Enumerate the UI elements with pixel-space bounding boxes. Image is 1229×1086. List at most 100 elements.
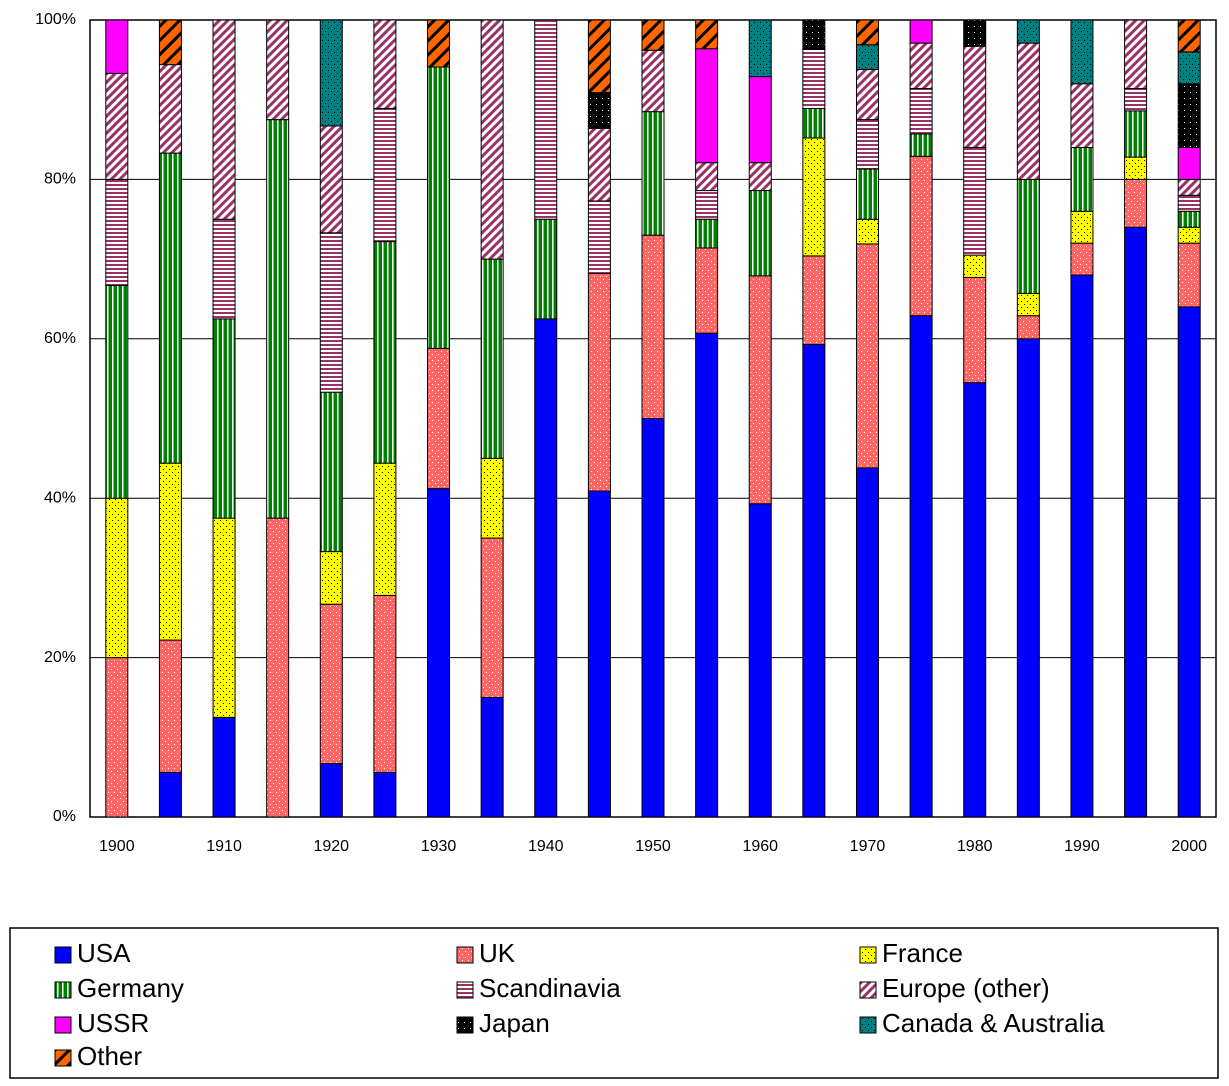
x-tick-label: 1950 bbox=[635, 838, 671, 855]
bar-segment bbox=[641, 49, 665, 113]
legend-swatch bbox=[54, 946, 72, 964]
bar-segment bbox=[641, 418, 665, 818]
bar-segment bbox=[105, 19, 129, 74]
bar-segment bbox=[695, 48, 719, 164]
bar-segment bbox=[963, 382, 987, 818]
bar-segment bbox=[1177, 210, 1201, 228]
x-tick-label: 1980 bbox=[957, 838, 993, 855]
legend-label: Europe (other) bbox=[882, 973, 1050, 1003]
bar-segment bbox=[695, 190, 719, 220]
bar-segment bbox=[802, 48, 826, 109]
x-tick-label: 1970 bbox=[850, 838, 886, 855]
bar-segment bbox=[105, 657, 129, 818]
bar-segment bbox=[587, 92, 611, 129]
bar-segment bbox=[963, 147, 987, 256]
bar-segment bbox=[748, 275, 772, 505]
bar-segment bbox=[534, 19, 558, 220]
bar-segment bbox=[695, 247, 719, 334]
bar-segment bbox=[158, 64, 182, 154]
bar-segment bbox=[748, 190, 772, 277]
bar-segment bbox=[1124, 19, 1148, 90]
legend-label: Other bbox=[77, 1041, 142, 1071]
legend-label: France bbox=[882, 938, 963, 968]
bar-segment bbox=[909, 133, 933, 157]
bar-segment bbox=[909, 155, 933, 317]
y-tick-label: 0% bbox=[53, 808, 76, 825]
legend-swatch bbox=[54, 981, 72, 999]
bar-segment bbox=[855, 119, 879, 170]
bar-segment bbox=[1177, 242, 1201, 308]
bar-segment bbox=[1070, 274, 1094, 818]
bar-segment bbox=[319, 551, 343, 605]
x-tick-label: 1960 bbox=[742, 838, 778, 855]
bar-segment bbox=[695, 218, 719, 249]
bar-segment bbox=[963, 254, 987, 278]
bar-segment bbox=[802, 343, 826, 818]
legend-swatch bbox=[859, 1016, 877, 1034]
bar-segment bbox=[587, 490, 611, 818]
bar-segment bbox=[480, 696, 504, 818]
bar-segment bbox=[695, 162, 719, 192]
bar-segment bbox=[641, 19, 665, 51]
legend-swatch bbox=[456, 946, 474, 964]
legend-swatch bbox=[456, 981, 474, 999]
bar-segment bbox=[534, 218, 558, 320]
bar-segment bbox=[802, 137, 826, 257]
bar-segment bbox=[1016, 42, 1040, 180]
legend-box bbox=[9, 927, 1219, 1079]
x-tick-label: 1940 bbox=[528, 838, 564, 855]
x-tick-label: 1920 bbox=[313, 838, 349, 855]
bar-segment bbox=[266, 517, 290, 818]
bar-segment bbox=[641, 111, 665, 236]
bar-segment bbox=[587, 272, 611, 492]
bar-segment bbox=[319, 603, 343, 765]
bar-segment bbox=[1016, 315, 1040, 340]
bar-segment bbox=[319, 19, 343, 127]
bar-segment bbox=[695, 332, 719, 818]
bar-segment bbox=[158, 462, 182, 641]
bar-segment bbox=[373, 241, 397, 464]
bar-segment bbox=[855, 168, 879, 220]
bar-segment bbox=[105, 284, 129, 499]
bar-segment bbox=[480, 19, 504, 260]
bar-segment bbox=[212, 318, 236, 519]
bar-segment bbox=[480, 457, 504, 539]
bar-segment bbox=[1070, 210, 1094, 244]
bar-segment bbox=[855, 218, 879, 245]
bar-segment bbox=[158, 771, 182, 818]
x-tick-label: 1900 bbox=[99, 838, 135, 855]
bar-segment bbox=[534, 318, 558, 818]
bar-segment bbox=[266, 119, 290, 519]
bar-segment bbox=[1124, 88, 1148, 112]
bar-segment bbox=[802, 255, 826, 345]
bar-segment bbox=[212, 19, 236, 220]
bar-segment bbox=[1016, 178, 1040, 294]
y-tick-label: 100% bbox=[35, 11, 76, 28]
bar-segment bbox=[1070, 19, 1094, 85]
bar-segment bbox=[373, 594, 397, 773]
bar-segment bbox=[266, 19, 290, 121]
bar-segment bbox=[427, 347, 451, 490]
bar-segment bbox=[748, 503, 772, 818]
legend-swatch bbox=[456, 1016, 474, 1034]
legend-swatch bbox=[54, 1049, 72, 1067]
bar-segment bbox=[641, 234, 665, 419]
bar-segment bbox=[1124, 178, 1148, 228]
bar-segment bbox=[1177, 194, 1201, 212]
bar-segment bbox=[319, 391, 343, 553]
bar-segment bbox=[105, 178, 129, 286]
bar-segment bbox=[158, 19, 182, 66]
bar-segment bbox=[855, 19, 879, 46]
bar-segment bbox=[373, 19, 397, 109]
bar-segment bbox=[427, 488, 451, 818]
bar-segment bbox=[909, 88, 933, 135]
bar-segment bbox=[909, 19, 933, 44]
legend-label: Germany bbox=[77, 973, 184, 1003]
bar-segment bbox=[748, 76, 772, 164]
bar-segment bbox=[319, 763, 343, 818]
bar-segment bbox=[1177, 306, 1201, 818]
bar-segment bbox=[1177, 51, 1201, 85]
legend-label: Canada & Australia bbox=[882, 1008, 1105, 1038]
bar-segment bbox=[1124, 110, 1148, 158]
